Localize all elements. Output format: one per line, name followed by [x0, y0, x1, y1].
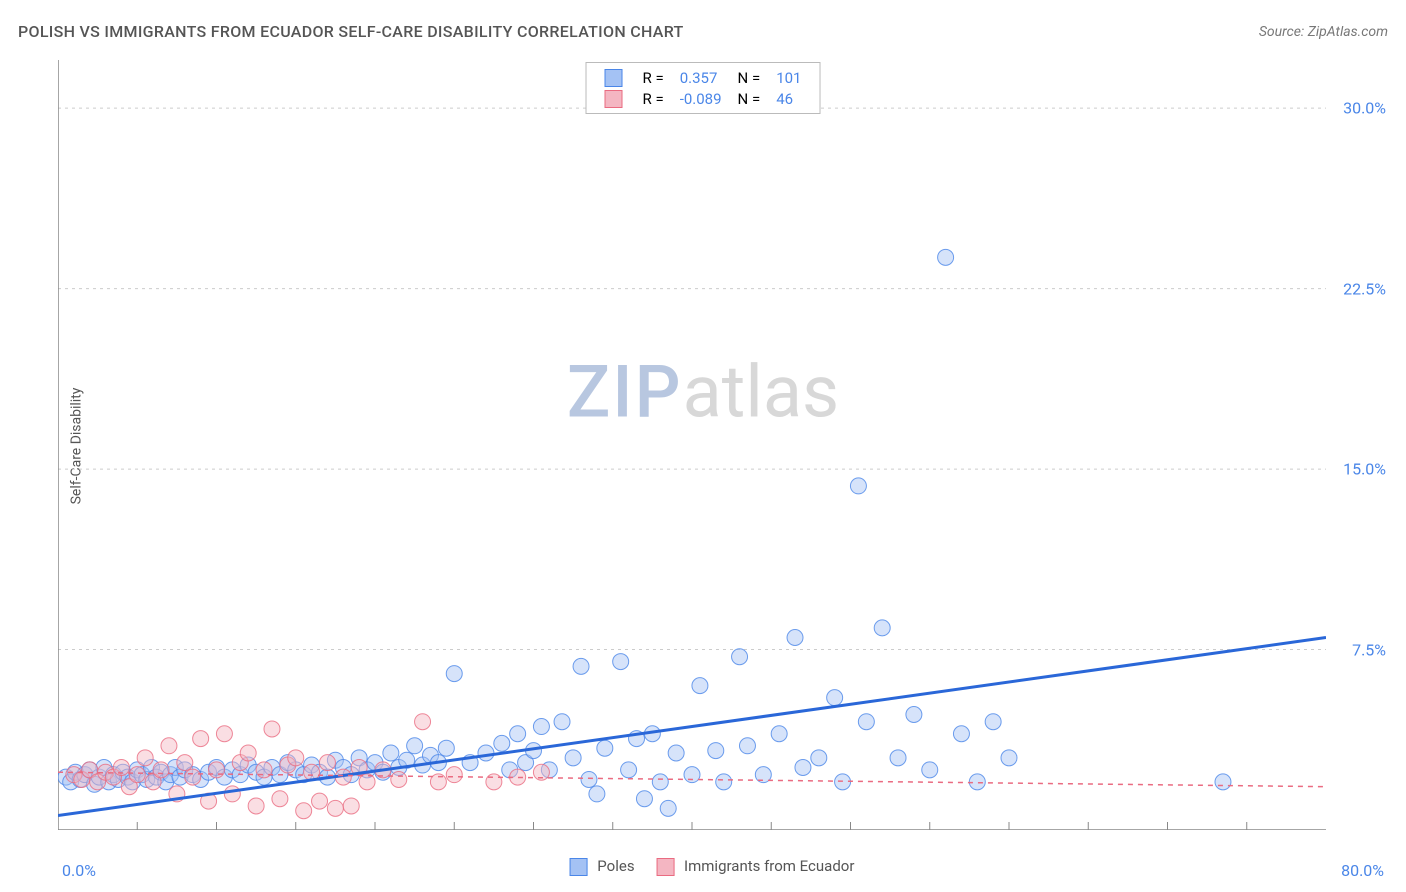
- y-tick-label: 15.0%: [1343, 460, 1386, 479]
- ecuador-n-value: 46: [768, 88, 809, 109]
- plot-svg: [58, 60, 1326, 830]
- correlation-legend: R = 0.357 N = 101 R = -0.089 N = 46: [586, 62, 821, 114]
- legend-label-ecuador: Immigrants from Ecuador: [684, 857, 854, 875]
- swatch-ecuador-bottom: [656, 858, 674, 876]
- swatch-ecuador: [605, 90, 623, 108]
- chart-title: POLISH VS IMMIGRANTS FROM ECUADOR SELF-C…: [18, 22, 684, 41]
- poles-r-value: 0.357: [672, 67, 730, 88]
- ecuador-r-value: -0.089: [672, 88, 730, 109]
- series-legend: Poles Immigrants from Ecuador: [552, 857, 855, 876]
- y-tick-label: 7.5%: [1352, 640, 1386, 659]
- legend-row-poles: R = 0.357 N = 101: [597, 67, 810, 88]
- legend-label-poles: Poles: [597, 857, 634, 875]
- legend-row-ecuador: R = -0.089 N = 46: [597, 88, 810, 109]
- y-tick-label: 30.0%: [1343, 99, 1386, 118]
- x-max-label: 80.0%: [1341, 861, 1384, 880]
- scatter-plot: [58, 60, 1326, 830]
- source-attribution: Source: ZipAtlas.com: [1259, 24, 1388, 40]
- poles-n-value: 101: [768, 67, 809, 88]
- swatch-poles-bottom: [570, 858, 588, 876]
- swatch-poles: [605, 69, 623, 87]
- x-min-label: 0.0%: [62, 861, 96, 880]
- y-tick-label: 22.5%: [1343, 279, 1386, 298]
